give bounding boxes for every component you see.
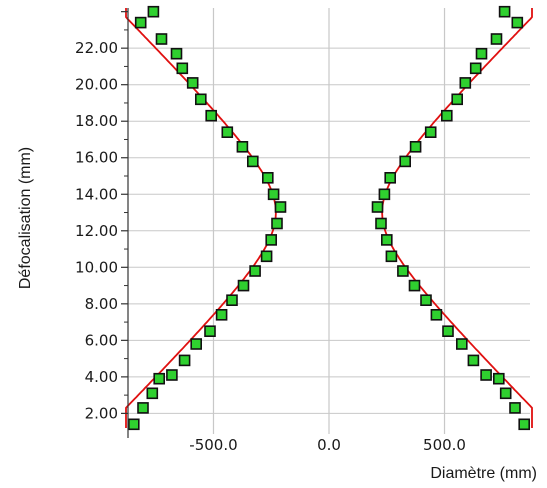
y-tick-label: 18.00	[75, 112, 118, 130]
data-point	[215, 308, 228, 321]
data-point	[385, 250, 398, 263]
data-point	[511, 16, 524, 29]
x-tick-label: -500.0	[189, 436, 237, 454]
data-point	[430, 308, 443, 321]
y-tick-label: 12.00	[75, 222, 118, 240]
data-point	[509, 402, 521, 414]
data-point	[498, 5, 511, 18]
data-point	[375, 217, 387, 230]
fit-curve-left	[125, 8, 277, 428]
data-point	[247, 155, 259, 168]
data-point	[378, 188, 391, 201]
data-point	[205, 109, 217, 122]
data-point	[265, 234, 278, 246]
data-point	[249, 265, 261, 277]
y-tick-label: 20.00	[75, 76, 118, 94]
data-point	[190, 338, 202, 350]
data-point	[186, 77, 199, 89]
data-point	[420, 294, 432, 307]
y-tick-label: 10.00	[75, 258, 118, 276]
data-point	[170, 47, 183, 60]
data-point	[499, 387, 512, 400]
y-tick-label: 6.00	[85, 331, 118, 349]
data-point	[137, 402, 149, 414]
data-point	[221, 126, 234, 138]
data-point	[440, 109, 453, 122]
data-point	[408, 279, 421, 292]
data-point	[204, 325, 216, 338]
data-point	[195, 93, 207, 106]
data-point	[459, 77, 472, 89]
data-point	[166, 369, 178, 381]
data-point	[490, 33, 503, 45]
fit-curve-right	[381, 8, 533, 428]
x-tick-labels: -500.0 0.0 500.0	[189, 436, 466, 454]
data-point	[475, 47, 488, 60]
data-point	[451, 93, 464, 106]
data-point	[260, 250, 273, 263]
data-point	[399, 155, 412, 168]
y-tick-labels: 2.00 4.00 6.00 8.00 10.00 12.00 14.00 16.00 18.0…	[75, 39, 118, 422]
data-point	[176, 62, 189, 75]
data-point	[274, 201, 287, 213]
x-axis-title: Diamètre (mm)	[430, 465, 537, 482]
data-point	[397, 265, 409, 277]
y-tick-label: 8.00	[85, 295, 118, 313]
data-point	[455, 338, 468, 350]
data-point	[153, 372, 165, 385]
grid	[128, 8, 530, 434]
data-point	[371, 201, 384, 213]
data-point	[134, 16, 147, 29]
data-point	[226, 294, 238, 307]
data-point	[518, 418, 531, 431]
data-point	[469, 62, 482, 75]
data-point	[442, 325, 454, 338]
data-point	[155, 33, 168, 45]
data-point	[147, 5, 160, 18]
y-axis	[121, 8, 129, 438]
data-point	[480, 369, 492, 381]
y-axis-title: Défocalisation (mm)	[17, 147, 34, 289]
x-tick-label: 500.0	[423, 436, 466, 454]
data-point	[271, 217, 283, 230]
data-point	[384, 172, 397, 184]
data-point	[261, 172, 274, 184]
y-tick-label: 2.00	[85, 404, 118, 422]
data-point	[267, 188, 280, 201]
y-tick-label: 22.00	[75, 39, 118, 57]
data-point	[492, 372, 505, 385]
data-markers	[128, 5, 531, 431]
data-point	[146, 387, 159, 400]
data-point	[409, 141, 422, 153]
x-tick-label: 0.0	[317, 436, 341, 454]
y-tick-label: 14.00	[75, 185, 118, 203]
data-point	[237, 279, 250, 292]
data-point	[467, 354, 480, 367]
data-point	[424, 126, 437, 138]
data-point	[128, 418, 140, 431]
data-point	[380, 234, 393, 246]
y-tick-label: 4.00	[85, 368, 118, 386]
data-point	[178, 354, 191, 367]
data-point	[236, 141, 249, 153]
y-tick-label: 16.00	[75, 149, 118, 167]
